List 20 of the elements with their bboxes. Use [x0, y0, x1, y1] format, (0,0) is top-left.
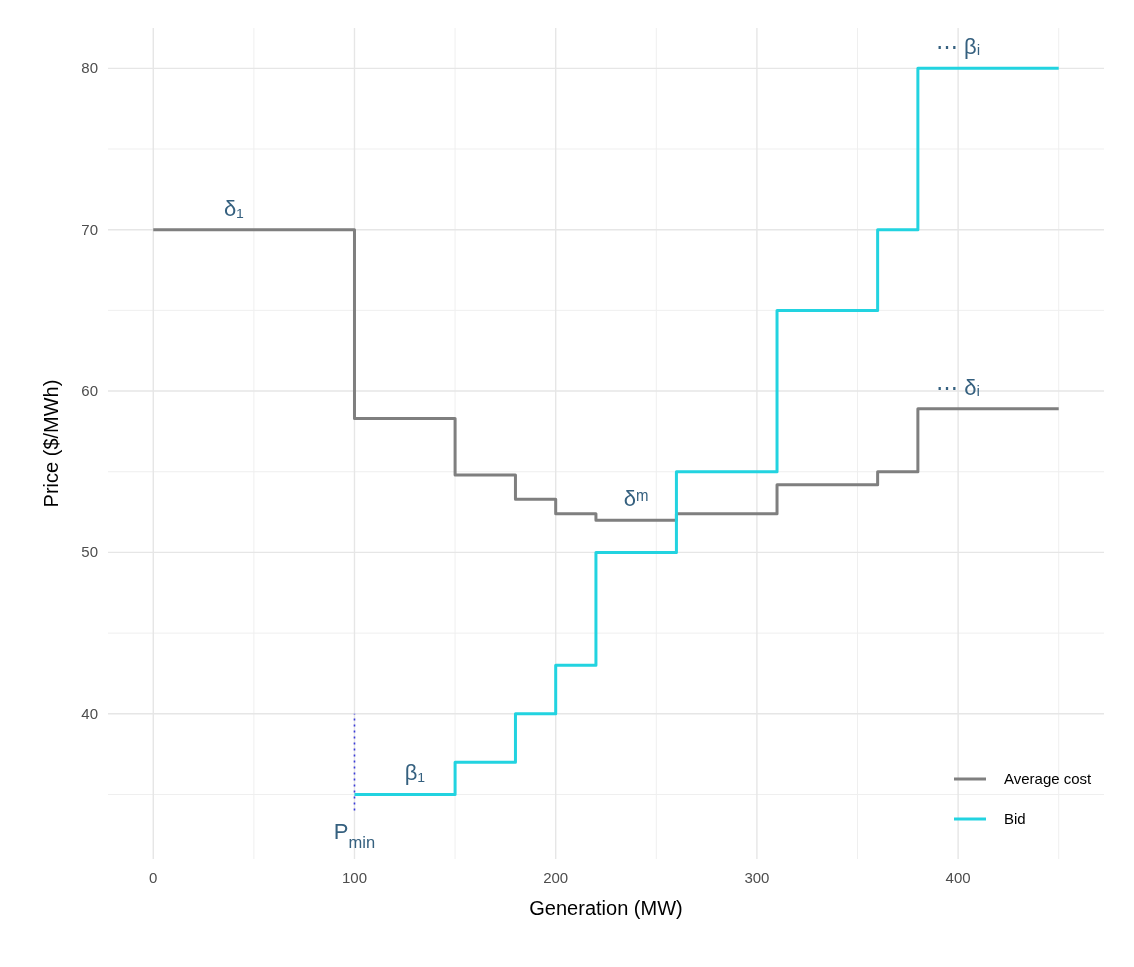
legend-label: Bid: [1004, 810, 1026, 827]
x-tick-label: 100: [341, 869, 367, 886]
x-tick-label: 0: [149, 869, 158, 886]
y-tick-label: 60: [81, 382, 98, 400]
annotation: P$_{min}$: [333, 818, 376, 851]
annotation: ⋯ δᵢ: [936, 374, 981, 400]
x-axis-title: Generation (MW): [529, 897, 683, 919]
x-tick-label: 400: [945, 869, 971, 886]
annotation: δ₁: [223, 195, 244, 221]
y-axis-title: Price ($/MWh): [40, 379, 62, 508]
x-tick-label: 300: [744, 869, 770, 886]
annotation: β₁: [404, 760, 425, 786]
y-tick-label: 40: [81, 704, 98, 722]
legend-label: Average cost: [1004, 770, 1093, 787]
x-tick-label: 200: [543, 869, 569, 886]
annotation: δᵐ: [623, 486, 649, 512]
y-tick-label: 80: [81, 59, 98, 77]
annotation: ⋯ βᵢ: [936, 34, 981, 60]
y-tick-label: 70: [81, 220, 98, 238]
y-tick-label: 50: [81, 543, 98, 561]
